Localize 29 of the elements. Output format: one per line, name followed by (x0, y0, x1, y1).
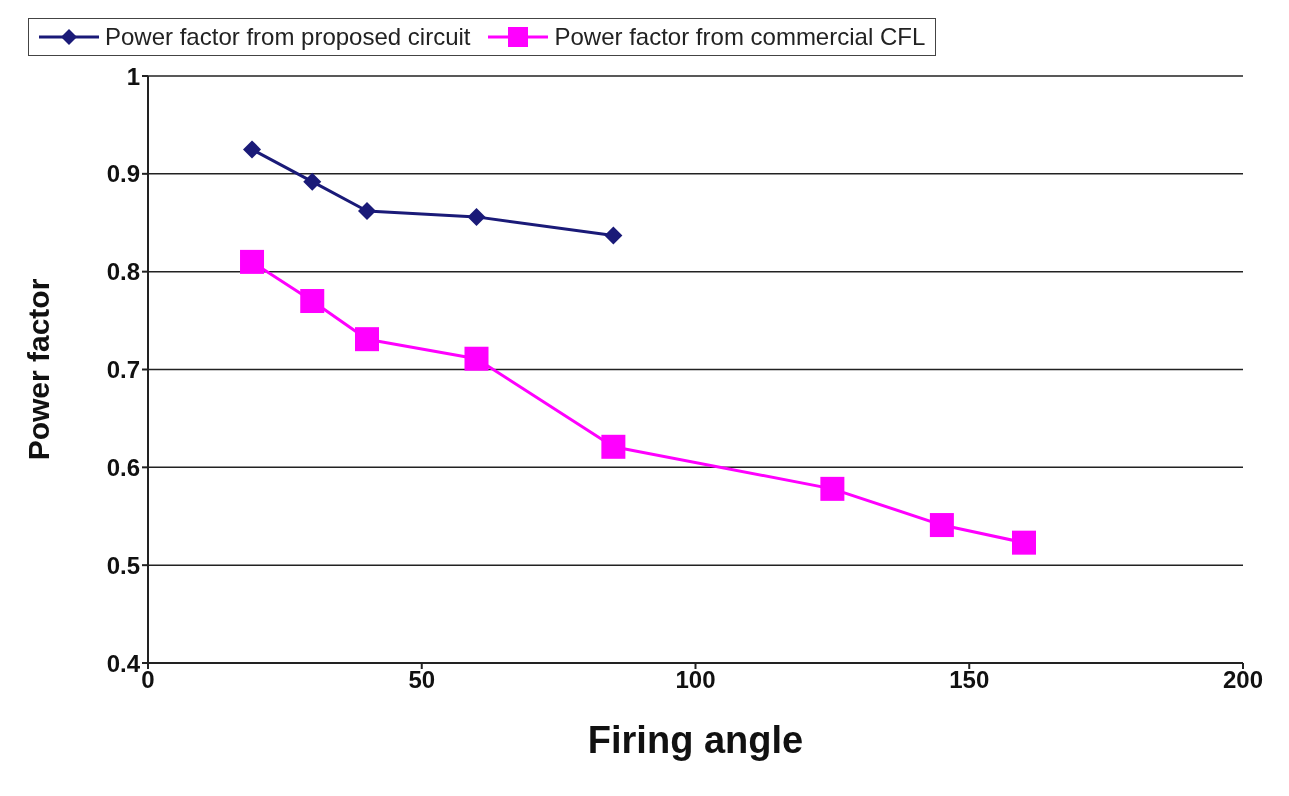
point (300, 289, 325, 314)
x-axis-title: Firing angle (587, 719, 804, 761)
y-tick-label: 1 (126, 62, 140, 90)
y-axis-title: Power factor (21, 278, 55, 461)
point (464, 346, 489, 371)
y-tick-label: 0.7 (106, 356, 140, 384)
point (1012, 530, 1036, 555)
y-tick-label: 0.9 (106, 160, 140, 188)
x-tick-label: 0 (141, 666, 155, 694)
point (601, 434, 626, 459)
point (355, 327, 379, 352)
x-tick-label: 50 (408, 666, 436, 694)
point (820, 476, 845, 501)
legend-label: Power factor from proposed circuit (105, 23, 471, 51)
point (240, 249, 265, 274)
point (467, 207, 486, 226)
point (604, 226, 623, 245)
point (358, 202, 376, 221)
y-tick-label: 0.5 (106, 551, 140, 579)
point (243, 140, 262, 159)
y-tick-label: 0.4 (106, 649, 141, 677)
x-tick-label: 200 (1222, 666, 1264, 694)
x-tick-label: 150 (949, 666, 990, 694)
x-tick-label: 100 (675, 666, 716, 694)
point (303, 172, 322, 191)
y-tick-label: 0.8 (106, 258, 140, 286)
point (929, 513, 954, 538)
y-tick-label: 0.6 (106, 453, 140, 481)
legend-label: Power factor from commercial CFL (554, 23, 926, 51)
